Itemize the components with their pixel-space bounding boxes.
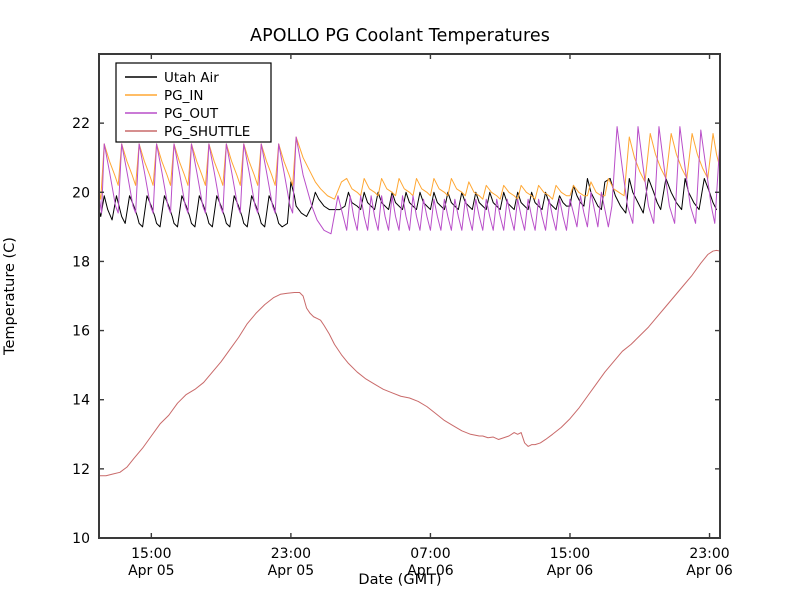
series-line-pg-in	[98, 133, 721, 200]
axes-layer	[98, 53, 721, 539]
y-tick-label: 14	[72, 393, 90, 409]
x-tick-label-time: 15:00	[550, 546, 590, 562]
x-tick-label-time: 15:00	[131, 546, 171, 562]
y-tick-label: 20	[72, 185, 90, 201]
chart-title: APOLLO PG Coolant Temperatures	[250, 26, 550, 46]
legend-label-pg-in: PG_IN	[164, 88, 203, 104]
legend-frame	[115, 62, 272, 143]
x-tick-label-time: 23:00	[271, 546, 311, 562]
x-tick-label-date: Apr 05	[268, 563, 314, 579]
y-tick-label: 18	[72, 254, 90, 270]
y-tick-label: 22	[72, 116, 90, 132]
x-tick-label-date: Apr 05	[128, 563, 174, 579]
axes-frame	[98, 53, 721, 539]
y-axis-label-text: Temperature (C)	[2, 237, 18, 355]
x-tick-label-date: Apr 06	[686, 563, 733, 579]
series-layer	[98, 126, 721, 477]
legend-label-pg-out: PG_OUT	[164, 106, 219, 122]
y-tick-label: 10	[72, 531, 90, 547]
x-tick-label-date: Apr 06	[547, 563, 594, 579]
y-tick-label: 12	[72, 462, 90, 478]
x-tick-label-time: 23:00	[689, 546, 729, 562]
series-line-utah-air	[98, 177, 718, 228]
legend-box[interactable]: Utah Air PG_IN PG_OUT PG_SHUTTLE	[115, 62, 272, 143]
legend-label-pg-shuttle: PG_SHUTTLE	[164, 124, 250, 140]
series-line-pg-shuttle	[98, 249, 721, 477]
y-tick-label: 16	[72, 324, 90, 340]
series-line-pg-out	[98, 126, 721, 235]
legend-label-utah-air: Utah Air	[164, 70, 219, 86]
y-axis-label: Temperature (C)	[0, 0, 20, 600]
x-axis-label: Date (GMT)	[358, 572, 442, 588]
x-tick-label-date: Apr 06	[407, 563, 454, 579]
x-tick-label-time: 07:00	[410, 546, 450, 562]
